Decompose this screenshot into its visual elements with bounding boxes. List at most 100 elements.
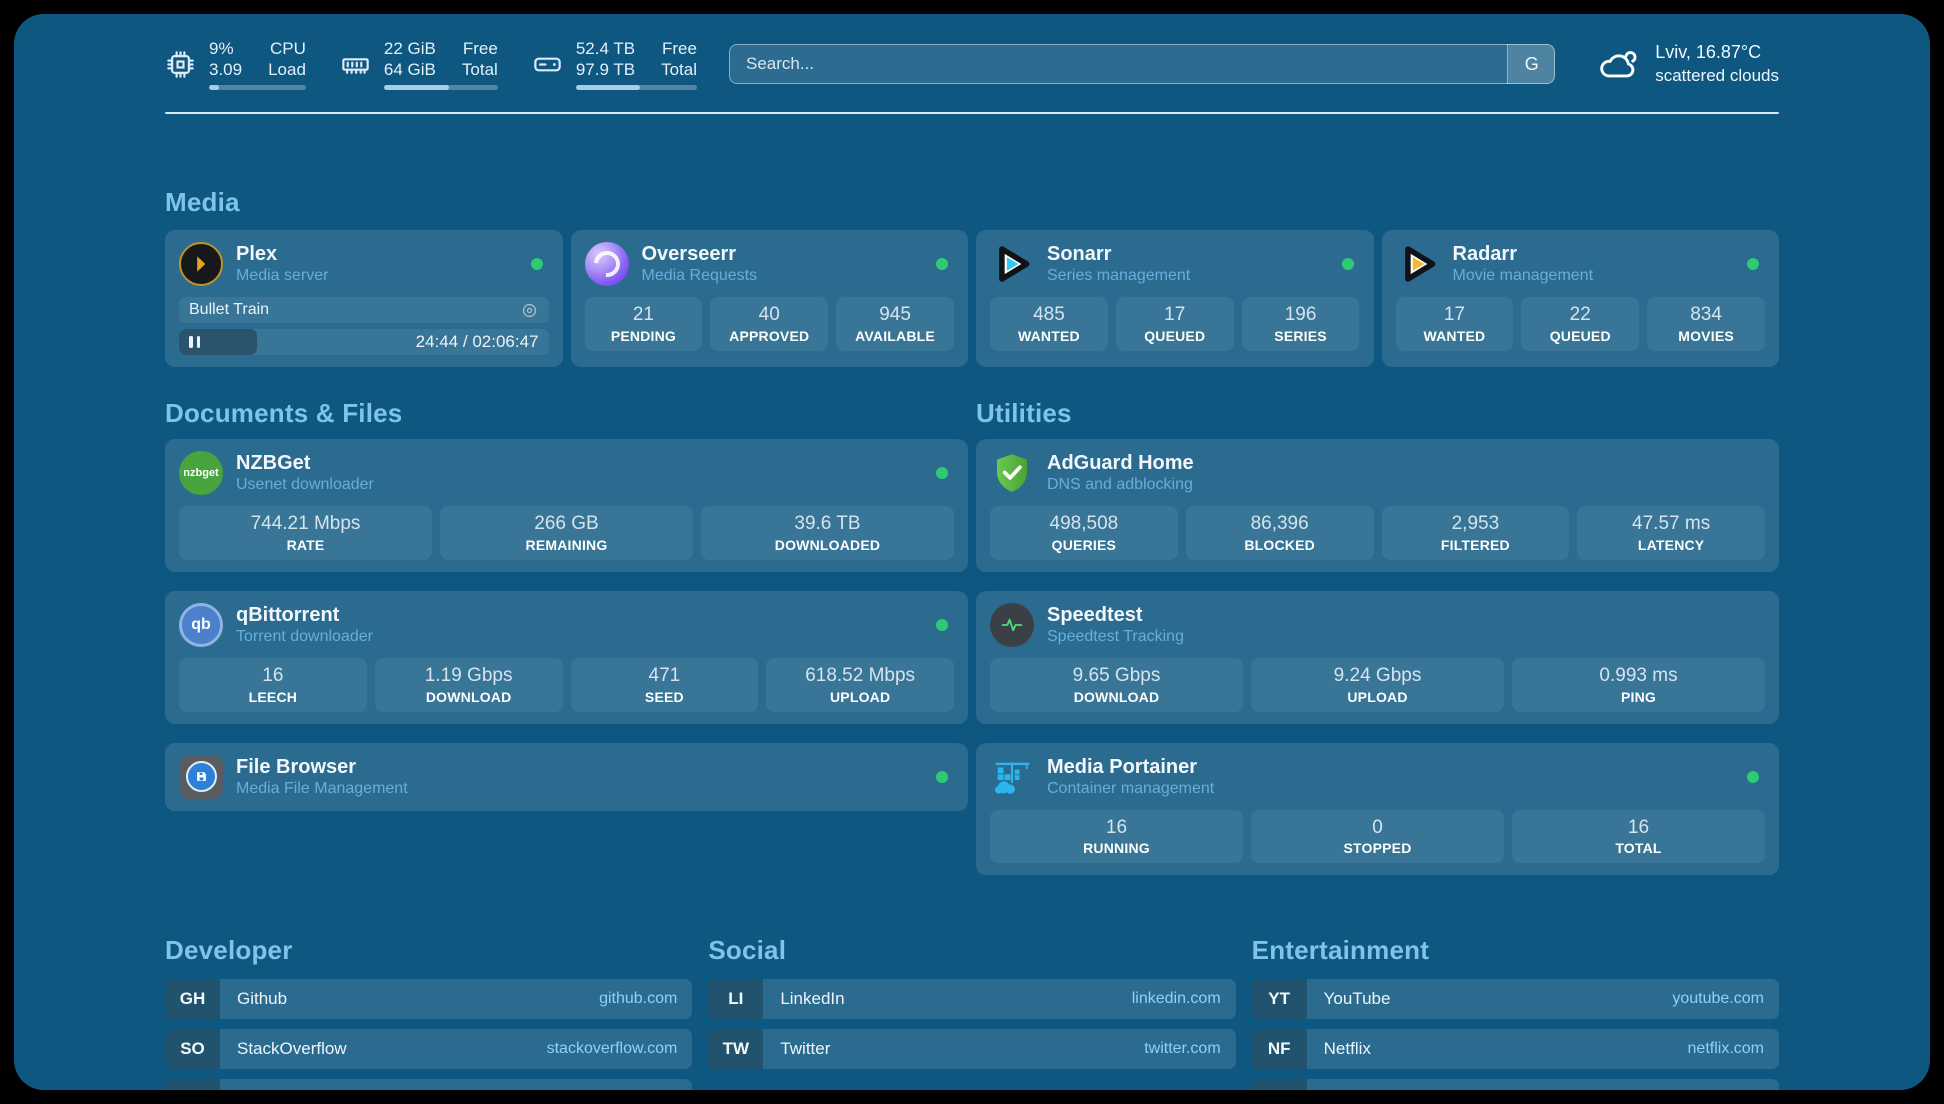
status-dot-online — [936, 467, 948, 479]
system-stats-group: 9% 3.09 CPU Load — [165, 38, 697, 91]
bookmark-name: Github — [237, 989, 288, 1009]
status-dot-online — [1341, 258, 1354, 270]
card-portainer[interactable]: Media Portainer Container management 16 … — [976, 742, 1779, 876]
stat-ping: 0.993 ms PING — [1512, 657, 1765, 712]
stat-value: 0.993 ms — [1599, 664, 1678, 686]
stat-approved: 40 APPROVED — [710, 297, 829, 351]
speedtest-icon — [990, 602, 1034, 647]
stat-queries: 498,508 QUERIES — [990, 506, 1178, 560]
pause-button[interactable] — [189, 336, 200, 348]
bookmark-netflix[interactable]: NF Netflix netflix.com — [1251, 1029, 1779, 1070]
disk-icon — [532, 49, 563, 80]
stat-label: DOWNLOADED — [774, 536, 881, 553]
card-filebrowser[interactable]: File Browser Media File Management — [165, 742, 968, 811]
card-nzbget[interactable]: nzbget NZBGet Usenet downloader 744.21 M… — [165, 439, 968, 572]
bookmark-name: DEV — [220, 1079, 272, 1090]
card-overseerr[interactable]: Overseerr Media Requests 21 PENDING 40 A… — [570, 230, 968, 367]
stat-label: PENDING — [610, 327, 676, 344]
stat-stopped: 0 STOPPED — [1251, 809, 1504, 864]
stat-value: 2,953 — [1451, 513, 1500, 534]
section-heading-documents: Documents & Files — [165, 398, 403, 428]
stat-label: REMAINING — [525, 536, 608, 553]
bookmark-youtube[interactable]: YT YouTube youtube.com — [1251, 979, 1779, 1020]
memory-progress-fill — [383, 85, 449, 91]
stat-label: LEECH — [248, 688, 298, 705]
stat-label: SERIES — [1274, 327, 1327, 344]
card-adguard[interactable]: AdGuard Home DNS and adblocking 498,508 … — [976, 439, 1779, 572]
bookmark-stackoverflow[interactable]: SO StackOverflow stackoverflow.com — [165, 1029, 693, 1070]
topbar-divider — [165, 112, 1779, 114]
memory-free-label: Free — [462, 38, 498, 58]
playback-progress-bar: 24:44 / 02:06:47 — [179, 329, 549, 355]
bookmark-url: netflix.com — [1687, 1040, 1764, 1058]
bookmark-abbr: SO — [165, 1029, 220, 1070]
bookmark-url: reddit.com — [1689, 1079, 1779, 1090]
stat-label: AVAILABLE — [855, 327, 935, 344]
stat-label: QUERIES — [1051, 536, 1117, 553]
stat-value: 485 — [1033, 304, 1065, 325]
stat-download: 9.65 Gbps DOWNLOAD — [990, 657, 1243, 712]
stat-value: 9.65 Gbps — [1072, 664, 1161, 686]
top-bar: 9% 3.09 CPU Load — [165, 35, 1779, 93]
bookmark-url: github.com — [599, 990, 678, 1008]
cpu-widget: 9% 3.09 CPU Load — [165, 38, 306, 91]
stat-value: 17 — [1164, 304, 1186, 325]
bookmark-reddit[interactable]: RE Reddit reddit.com — [1251, 1079, 1779, 1090]
section-heading-social: Social — [708, 935, 787, 966]
media-grid: Plex Media server Bullet Train 24:44 / 0… — [165, 230, 1779, 367]
bookmarks-developer: Developer GH Github github.com SO StackO… — [165, 935, 693, 1090]
bookmark-url: youtube.com — [1672, 990, 1764, 1008]
bookmark-linkedin[interactable]: LI LinkedIn linkedin.com — [708, 979, 1236, 1020]
stat-total: 16 TOTAL — [1512, 809, 1765, 864]
search-provider-button[interactable]: G — [1507, 44, 1556, 84]
weather-widget: Lviv, 16.87°C scattered clouds — [1595, 41, 1779, 87]
stat-value: 47.57 ms — [1632, 513, 1711, 534]
bookmark-abbr: NF — [1251, 1029, 1307, 1070]
section-heading-entertainment: Entertainment — [1251, 935, 1430, 966]
stat-pending: 21 PENDING — [584, 297, 703, 351]
status-dot-online — [1747, 770, 1759, 783]
card-title: Media Portainer — [1047, 755, 1198, 778]
disk-free-label: Free — [662, 38, 697, 58]
card-plex[interactable]: Plex Media server Bullet Train 24:44 / 0… — [165, 230, 563, 367]
stat-value: 16 — [262, 664, 284, 686]
search-input[interactable] — [728, 44, 1556, 84]
utilities-column: Utilities AdGuard Home DNS and adblockin… — [976, 398, 1779, 876]
search-bar: G — [728, 44, 1556, 84]
cpu-loadavg: 3.09 — [209, 60, 243, 79]
stat-label: RUNNING — [1083, 840, 1150, 857]
stat-label: BLOCKED — [1244, 536, 1315, 553]
bookmark-name: YouTube — [1323, 989, 1391, 1009]
status-dot-online — [936, 258, 948, 270]
stat-value: 21 — [632, 304, 654, 325]
bookmark-abbr: RE — [1251, 1079, 1307, 1090]
stat-leech: 16 LEECH — [179, 657, 367, 712]
stat-label: QUEUED — [1549, 327, 1611, 344]
bookmark-github[interactable]: GH Github github.com — [165, 979, 693, 1020]
cpu-percent: 9% — [209, 38, 234, 58]
bookmark-abbr: YT — [1251, 979, 1307, 1020]
card-qbittorrent[interactable]: qb qBittorrent Torrent downloader 16 LEE… — [165, 590, 968, 724]
card-radarr[interactable]: Radarr Movie management 17 WANTED 22 QUE… — [1381, 230, 1779, 367]
stat-label: PING — [1620, 688, 1657, 705]
stat-label: MOVIES — [1678, 327, 1734, 344]
card-speedtest[interactable]: Speedtest Speedtest Tracking 9.65 Gbps D… — [976, 590, 1779, 724]
stat-label: APPROVED — [729, 327, 810, 344]
bookmark-dev[interactable]: DT DEV dev.to — [165, 1079, 693, 1090]
cpu-progress-fill — [209, 85, 219, 91]
stat-series: 196 SERIES — [1241, 297, 1360, 351]
card-title: Sonarr — [1047, 243, 1112, 265]
stat-wanted: 485 WANTED — [990, 297, 1108, 351]
bookmark-twitter[interactable]: TW Twitter twitter.com — [708, 1029, 1236, 1070]
stat-value: 39.6 TB — [794, 513, 861, 534]
stat-label: RATE — [286, 536, 325, 553]
memory-total-label: Total — [461, 60, 498, 79]
stat-value: 196 — [1284, 304, 1317, 325]
stat-queued: 17 QUEUED — [1115, 297, 1234, 351]
card-sonarr[interactable]: Sonarr Series management 485 WANTED 17 Q… — [976, 230, 1374, 367]
now-playing-title: Bullet Train — [189, 301, 270, 318]
stat-value: 834 — [1690, 304, 1722, 325]
stat-value: 471 — [648, 664, 681, 686]
plex-icon — [179, 242, 223, 286]
cpu-progress-track — [209, 85, 306, 91]
